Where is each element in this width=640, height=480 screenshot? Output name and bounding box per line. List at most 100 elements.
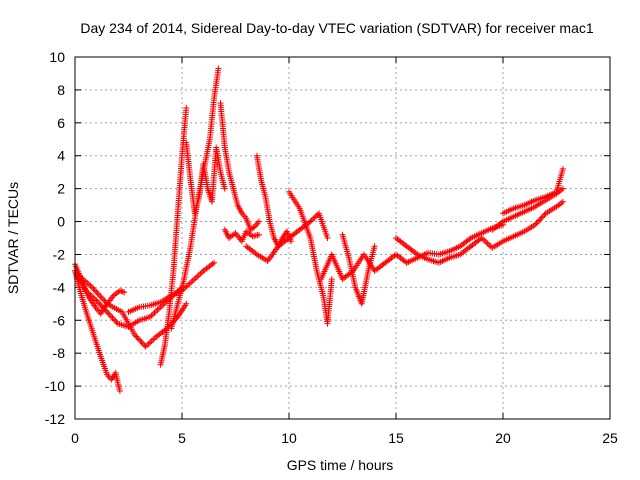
x-tick-label: 25 bbox=[602, 430, 618, 446]
data-point bbox=[188, 279, 195, 286]
series-arc11 bbox=[253, 152, 295, 250]
data-point bbox=[559, 165, 566, 172]
data-point bbox=[147, 339, 154, 346]
data-point bbox=[313, 213, 320, 220]
data-point bbox=[256, 231, 262, 238]
series-arc6 bbox=[157, 105, 190, 368]
series-arc10 bbox=[221, 226, 262, 245]
data-point bbox=[151, 309, 158, 316]
data-point bbox=[328, 276, 335, 283]
y-tick-label: -6 bbox=[53, 312, 66, 328]
data-point bbox=[135, 336, 142, 343]
y-tick-label: 8 bbox=[57, 82, 65, 98]
data-point bbox=[307, 218, 314, 225]
x-tick-label: 0 bbox=[71, 430, 79, 446]
data-marks bbox=[72, 65, 566, 394]
y-tick-label: 2 bbox=[57, 181, 65, 197]
data-point bbox=[195, 272, 202, 279]
data-point bbox=[371, 243, 378, 250]
data-point bbox=[145, 340, 152, 347]
data-point bbox=[189, 277, 196, 284]
y-tick-label: 0 bbox=[57, 214, 65, 230]
data-point bbox=[221, 185, 228, 192]
data-point bbox=[102, 307, 109, 314]
data-point bbox=[134, 335, 141, 341]
y-tick-label: -10 bbox=[45, 378, 65, 394]
data-point bbox=[483, 239, 490, 246]
y-ticks: -12 -10 -8 -6 -4 -2 0 2 4 6 8 10 bbox=[45, 49, 610, 427]
data-point bbox=[94, 290, 101, 297]
data-point bbox=[532, 221, 539, 228]
data-point bbox=[131, 332, 138, 339]
data-point bbox=[540, 213, 547, 220]
data-point bbox=[109, 314, 116, 321]
data-point bbox=[538, 214, 545, 221]
data-point bbox=[324, 235, 331, 241]
data-point bbox=[108, 313, 115, 320]
data-point bbox=[142, 343, 149, 350]
data-point bbox=[484, 240, 491, 247]
data-point bbox=[153, 308, 159, 315]
y-tick-label: -4 bbox=[53, 279, 66, 295]
data-point bbox=[537, 216, 544, 223]
x-tick-label: 10 bbox=[281, 430, 297, 446]
data-point bbox=[118, 288, 125, 295]
y-axis-title: SDTVAR / TECUs bbox=[5, 182, 21, 294]
data-point bbox=[98, 303, 105, 310]
data-point bbox=[93, 288, 100, 295]
data-point bbox=[116, 388, 123, 394]
data-point bbox=[559, 185, 566, 192]
data-point bbox=[110, 316, 117, 323]
data-point bbox=[97, 293, 104, 300]
series-arc9 bbox=[217, 100, 262, 233]
data-point bbox=[536, 217, 543, 224]
data-point bbox=[91, 287, 98, 294]
y-tick-label: 6 bbox=[57, 115, 65, 131]
data-point bbox=[183, 300, 190, 307]
data-point bbox=[100, 296, 106, 303]
series-arc20 bbox=[500, 165, 566, 217]
x-tick-label: 5 bbox=[178, 430, 186, 446]
data-point bbox=[194, 273, 201, 280]
y-tick-label: -8 bbox=[53, 345, 66, 361]
chart-title: Day 234 of 2014, Sidereal Day-to-day VTE… bbox=[80, 20, 593, 36]
x-tick-label: 20 bbox=[495, 430, 511, 446]
x-axis-title: GPS time / hours bbox=[287, 457, 394, 473]
series-arc13 bbox=[286, 188, 335, 327]
y-tick-label: -2 bbox=[53, 246, 66, 262]
data-point bbox=[310, 215, 317, 222]
data-point bbox=[98, 294, 105, 301]
series-arc1 bbox=[72, 267, 123, 394]
data-point bbox=[183, 283, 190, 290]
x-tick-label: 15 bbox=[388, 430, 404, 446]
x-ticks: 0 5 10 15 20 25 bbox=[71, 57, 618, 446]
y-tick-label: 4 bbox=[57, 148, 65, 164]
data-point bbox=[211, 259, 218, 266]
series-arc18 bbox=[467, 198, 566, 251]
data-point bbox=[106, 311, 113, 318]
grid bbox=[75, 57, 610, 419]
data-point bbox=[121, 289, 128, 296]
series-arc15 bbox=[339, 231, 378, 307]
data-point bbox=[96, 300, 103, 307]
y-tick-label: 10 bbox=[49, 49, 65, 65]
series-arc12 bbox=[243, 210, 331, 264]
data-point bbox=[183, 105, 190, 111]
data-point bbox=[197, 270, 204, 277]
data-point bbox=[186, 280, 193, 287]
series-arc19 bbox=[489, 185, 566, 233]
data-point bbox=[215, 65, 222, 72]
data-point bbox=[534, 219, 541, 225]
series-arc8 bbox=[183, 139, 228, 217]
data-point bbox=[90, 285, 97, 292]
data-point bbox=[101, 306, 108, 313]
y-tick-label: -12 bbox=[45, 411, 65, 427]
data-point bbox=[144, 342, 151, 349]
data-point bbox=[288, 238, 295, 245]
data-point bbox=[256, 218, 262, 225]
data-point bbox=[311, 214, 318, 221]
data-point bbox=[533, 220, 540, 227]
data-point bbox=[112, 317, 119, 324]
plot-frame bbox=[74, 56, 611, 420]
